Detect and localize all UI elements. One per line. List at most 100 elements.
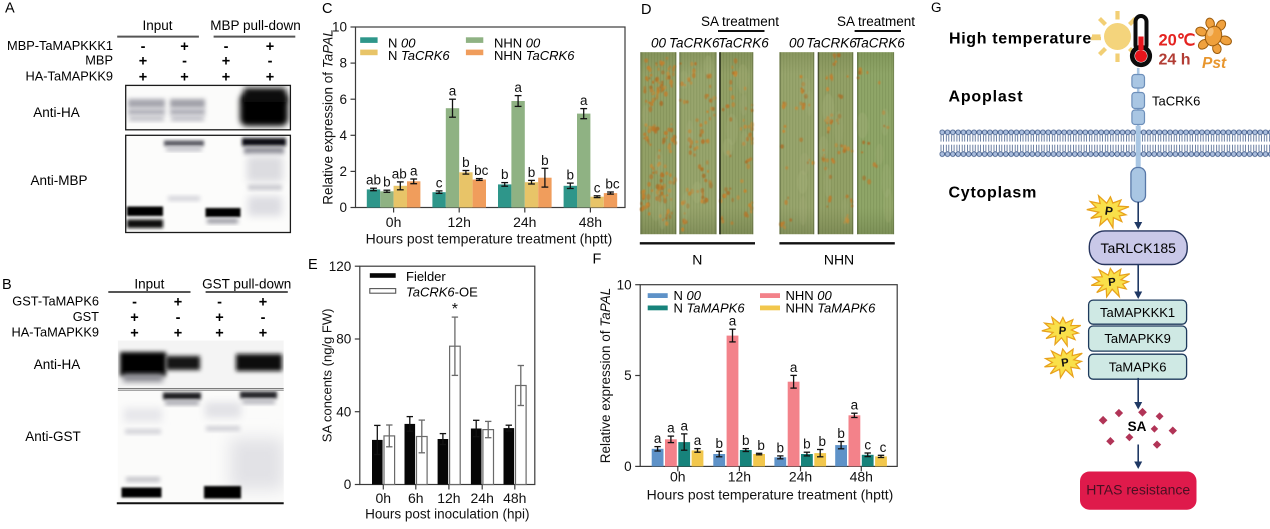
svg-text:b: b xyxy=(818,434,826,449)
svg-text:Anti-HA: Anti-HA xyxy=(34,357,81,372)
svg-text:Input: Input xyxy=(142,18,172,33)
svg-text:Anti-MBP: Anti-MBP xyxy=(30,173,87,188)
svg-text:N 00: N 00 xyxy=(674,288,702,303)
svg-text:-: - xyxy=(182,54,187,70)
svg-text:F: F xyxy=(593,252,602,268)
svg-text:c: c xyxy=(594,180,601,195)
svg-text:HA-TaMAPKK9: HA-TaMAPKK9 xyxy=(12,325,99,340)
svg-text:10: 10 xyxy=(332,20,347,35)
svg-text:Cytoplasm: Cytoplasm xyxy=(949,184,1038,201)
svg-text:Apoplast: Apoplast xyxy=(949,89,1024,106)
svg-text:80: 80 xyxy=(336,332,351,347)
svg-text:b: b xyxy=(837,426,845,441)
svg-text:+: + xyxy=(266,39,274,55)
svg-text:6h: 6h xyxy=(408,490,424,506)
svg-text:10: 10 xyxy=(617,277,632,292)
svg-text:NHN: NHN xyxy=(824,252,854,268)
svg-text:0h: 0h xyxy=(670,469,686,485)
svg-text:b: b xyxy=(541,153,549,168)
svg-text:+: + xyxy=(222,70,230,86)
svg-text:ab: ab xyxy=(366,173,381,188)
svg-text:NHN TaMAPK6: NHN TaMAPK6 xyxy=(786,301,877,316)
svg-text:a: a xyxy=(680,418,688,433)
svg-text:48h: 48h xyxy=(579,214,602,230)
svg-text:SA treatment: SA treatment xyxy=(837,14,915,29)
svg-text:+: + xyxy=(259,326,267,342)
svg-text:P: P xyxy=(1108,276,1117,289)
svg-text:+: + xyxy=(215,326,223,342)
svg-text:TaMAPKK9: TaMAPKK9 xyxy=(1104,331,1170,346)
svg-text:P: P xyxy=(1058,325,1067,338)
svg-text:a: a xyxy=(449,84,457,99)
svg-text:TaCRK6: TaCRK6 xyxy=(1152,93,1200,108)
svg-text:-: - xyxy=(176,310,181,326)
svg-text:a: a xyxy=(851,398,859,413)
svg-text:SA concents (ng/g FW): SA concents (ng/g FW) xyxy=(320,309,335,443)
svg-text:+: + xyxy=(222,54,230,70)
svg-text:GST: GST xyxy=(73,309,99,324)
svg-text:a: a xyxy=(654,431,662,446)
svg-text:12h: 12h xyxy=(728,469,751,485)
svg-text:48h: 48h xyxy=(503,490,526,506)
svg-text:SA treatment: SA treatment xyxy=(701,14,779,29)
svg-text:A: A xyxy=(5,1,15,17)
svg-text:+: + xyxy=(130,326,138,342)
svg-text:TaCRK6: TaCRK6 xyxy=(718,36,769,51)
svg-text:24h: 24h xyxy=(789,469,812,485)
svg-text:a: a xyxy=(694,433,702,448)
svg-text:0: 0 xyxy=(624,459,632,474)
svg-text:-: - xyxy=(268,54,273,70)
svg-text:TaRLCK185: TaRLCK185 xyxy=(1100,240,1176,256)
svg-text:+: + xyxy=(174,295,182,311)
svg-text:C: C xyxy=(322,1,332,17)
svg-text:c: c xyxy=(880,440,887,455)
svg-text:a: a xyxy=(410,164,418,179)
svg-text:12h: 12h xyxy=(437,490,460,506)
svg-text:G: G xyxy=(931,0,942,15)
svg-text:TaCRK6: TaCRK6 xyxy=(854,36,905,51)
svg-text:Relative expression of TaPAL: Relative expression of TaPAL xyxy=(598,288,613,464)
svg-text:b: b xyxy=(462,155,470,170)
svg-text:Anti-HA: Anti-HA xyxy=(33,105,80,120)
svg-text:TaMAPKKK1: TaMAPKKK1 xyxy=(1100,305,1175,320)
svg-text:Hours post inoculation (hpi): Hours post inoculation (hpi) xyxy=(365,507,529,522)
svg-text:NHN TaCRK6: NHN TaCRK6 xyxy=(494,48,575,63)
svg-text:HTAS resistance: HTAS resistance xyxy=(1086,481,1190,497)
svg-text:B: B xyxy=(2,277,12,293)
svg-text:bc: bc xyxy=(474,163,489,178)
svg-text:a: a xyxy=(667,421,675,436)
svg-text:a: a xyxy=(514,80,522,95)
svg-text:N: N xyxy=(692,252,702,268)
svg-text:4: 4 xyxy=(339,128,347,143)
svg-text:a: a xyxy=(580,93,588,108)
svg-text:+: + xyxy=(139,54,147,70)
svg-text:SA: SA xyxy=(1128,419,1147,434)
svg-text:GST pull-down: GST pull-down xyxy=(202,276,291,291)
svg-text:TaCRK6-OE: TaCRK6-OE xyxy=(406,284,478,299)
svg-text:5: 5 xyxy=(624,368,632,383)
svg-text:+: + xyxy=(174,326,182,342)
svg-text:+: + xyxy=(139,70,147,86)
svg-text:+: + xyxy=(266,70,274,86)
svg-text:120: 120 xyxy=(329,259,352,274)
svg-text:a: a xyxy=(729,314,737,329)
svg-text:-: - xyxy=(224,39,229,55)
svg-text:b: b xyxy=(742,433,750,448)
svg-text:High temperature: High temperature xyxy=(949,31,1092,48)
svg-text:TaCRK6: TaCRK6 xyxy=(806,36,857,51)
svg-text:+: + xyxy=(215,310,223,326)
svg-text:b: b xyxy=(528,165,536,180)
svg-text:8: 8 xyxy=(339,56,347,71)
svg-text:b: b xyxy=(803,437,811,452)
svg-text:c: c xyxy=(436,175,443,190)
svg-text:Hours post temperature treatme: Hours post temperature treatment (hptt) xyxy=(647,487,894,503)
svg-text:N TaMAPK6: N TaMAPK6 xyxy=(674,301,746,316)
svg-text:2: 2 xyxy=(339,164,347,179)
svg-text:NHN 00: NHN 00 xyxy=(786,288,833,303)
svg-text:ab: ab xyxy=(392,166,407,181)
svg-text:b: b xyxy=(777,440,785,455)
svg-text:-: - xyxy=(261,310,266,326)
svg-text:+: + xyxy=(180,70,188,86)
svg-text:-: - xyxy=(217,295,222,311)
svg-text:+: + xyxy=(180,39,188,55)
